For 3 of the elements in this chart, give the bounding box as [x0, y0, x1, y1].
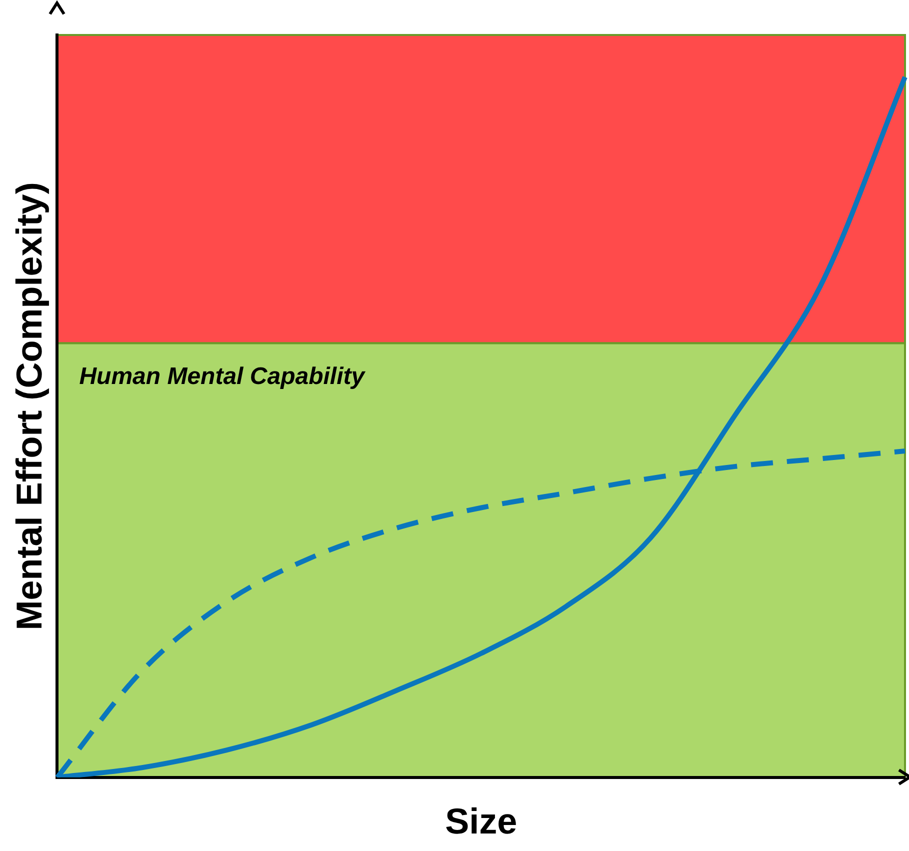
y-axis-title: Mental Effort (Complexity) [8, 182, 50, 630]
x-axis-title: Size [445, 800, 518, 842]
band-label: Human Mental Capability [79, 362, 366, 390]
